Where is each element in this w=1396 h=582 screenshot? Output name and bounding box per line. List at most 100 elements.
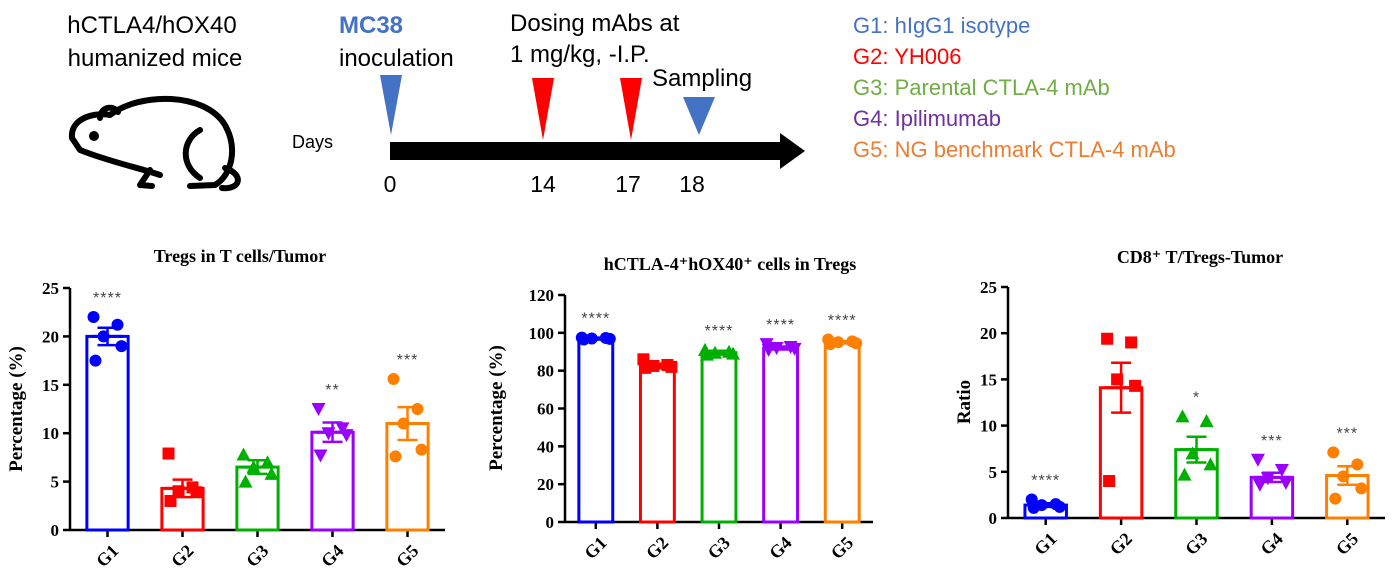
significance-marker: **** <box>766 317 795 334</box>
data-point <box>1175 409 1190 423</box>
x-tick-label: G3 <box>242 541 272 571</box>
data-point <box>639 361 652 374</box>
days-label: Days <box>292 132 333 152</box>
significance-marker: **** <box>705 323 734 340</box>
data-point <box>246 460 261 474</box>
timeline-day-17: 17 <box>615 171 641 197</box>
data-point <box>164 494 177 507</box>
data-point <box>665 360 678 373</box>
legend-entry-g1: G1: hIgG1 isotype <box>853 13 1030 38</box>
data-point <box>603 332 616 345</box>
x-tick-label: G1 <box>92 541 122 571</box>
data-point <box>1101 332 1114 345</box>
significance-marker: ** <box>325 382 339 399</box>
y-tick-label: 5 <box>989 463 998 482</box>
data-point <box>1252 478 1267 492</box>
chart-title: CD8⁺ T/Tregs-Tumor <box>1117 247 1283 267</box>
chart-tregs-in-t-cells: Tregs in T cells/Tumor Percentage (%) 0 5 10… <box>6 246 445 571</box>
data-point <box>115 340 128 353</box>
significance-marker: **** <box>581 311 610 328</box>
data-point <box>162 447 175 460</box>
bar-g1 <box>577 337 615 524</box>
y-tick-label: 20 <box>537 475 554 494</box>
legend-entry-g5: G5: NG benchmark CTLA-4 mAb <box>853 137 1176 162</box>
data-point <box>1260 472 1275 486</box>
significance-marker: * <box>1193 389 1200 406</box>
y-tick-label: 20 <box>42 327 59 346</box>
mouse-icon <box>69 95 241 192</box>
dosing-marker-day17 <box>620 78 642 140</box>
data-point <box>1203 457 1218 471</box>
x-tick-label: G3 <box>1181 529 1211 559</box>
significance-marker: *** <box>1261 433 1283 450</box>
data-point <box>236 447 251 461</box>
timeline-day-14: 14 <box>530 171 556 197</box>
x-tick-label: G4 <box>317 541 347 571</box>
y-tick-label: 100 <box>529 324 555 343</box>
data-point <box>264 466 279 480</box>
data-point <box>238 474 253 488</box>
bar-g4 <box>310 430 355 532</box>
y-tick-label: 15 <box>42 376 59 395</box>
significance-marker: **** <box>93 290 122 307</box>
legend-entry-g4: G4: Ipilimumab <box>853 106 1001 131</box>
y-tick-label: 40 <box>537 437 554 456</box>
data-point <box>1278 476 1293 490</box>
data-point <box>726 346 740 360</box>
data-point <box>1103 475 1116 488</box>
x-tick-label: G2 <box>1106 529 1136 559</box>
data-point <box>260 455 275 469</box>
sampling-marker <box>683 97 715 135</box>
bar-g3 <box>700 351 738 524</box>
timeline-day-0: 0 <box>384 171 397 197</box>
y-axis-label: Ratio <box>954 380 975 424</box>
x-tick-label: G3 <box>704 533 734 563</box>
data-point <box>577 333 590 346</box>
y-tick-label: 0 <box>989 509 998 528</box>
y-tick-label: 15 <box>980 370 997 389</box>
data-point <box>708 345 722 359</box>
dosing-marker-day14 <box>532 78 554 140</box>
chart-title: hCTLA-4⁺hOX40⁺ cells in Tregs <box>604 254 857 274</box>
significance-marker: **** <box>828 312 857 329</box>
data-point <box>1250 453 1265 467</box>
y-tick-label: 5 <box>51 473 60 492</box>
y-tick-label: 25 <box>980 278 997 297</box>
x-tick-label: G2 <box>167 541 197 571</box>
inoculation-cell-line: MC38 <box>339 12 403 39</box>
data-point <box>1185 446 1200 460</box>
data-point <box>313 449 328 463</box>
sampling-label: Sampling <box>652 65 752 92</box>
data-point <box>1329 492 1342 505</box>
data-point <box>1125 336 1138 349</box>
y-axis-label: Percentage (%) <box>6 346 27 472</box>
data-point <box>824 338 837 351</box>
significance-marker: *** <box>1336 425 1358 442</box>
data-point <box>111 318 124 331</box>
x-tick-label: G4 <box>1256 529 1286 559</box>
group-legend: G1: hIgG1 isotype G2: YH006 G3: Parental… <box>853 13 1176 162</box>
data-point <box>190 486 203 499</box>
significance-marker: *** <box>397 352 419 369</box>
dosing-label-line2: 1 mg/kg, -I.P. <box>510 41 650 68</box>
data-point <box>387 372 400 385</box>
y-tick-label: 0 <box>546 513 555 532</box>
significance-marker: **** <box>1031 473 1060 490</box>
data-point <box>850 337 863 350</box>
y-tick-label: 25 <box>42 279 59 298</box>
y-tick-label: 20 <box>980 324 997 343</box>
x-tick-label: G2 <box>642 533 672 563</box>
data-point <box>335 422 350 436</box>
y-tick-label: 120 <box>529 286 555 305</box>
bar-g4 <box>762 346 800 524</box>
data-point <box>1199 413 1214 427</box>
x-tick-label: G5 <box>392 541 422 571</box>
data-point <box>311 403 326 416</box>
data-point <box>321 427 336 441</box>
y-tick-label: 10 <box>980 417 997 436</box>
data-point <box>1355 482 1368 495</box>
bar-g2 <box>638 364 676 524</box>
x-tick-label: G4 <box>765 533 795 563</box>
